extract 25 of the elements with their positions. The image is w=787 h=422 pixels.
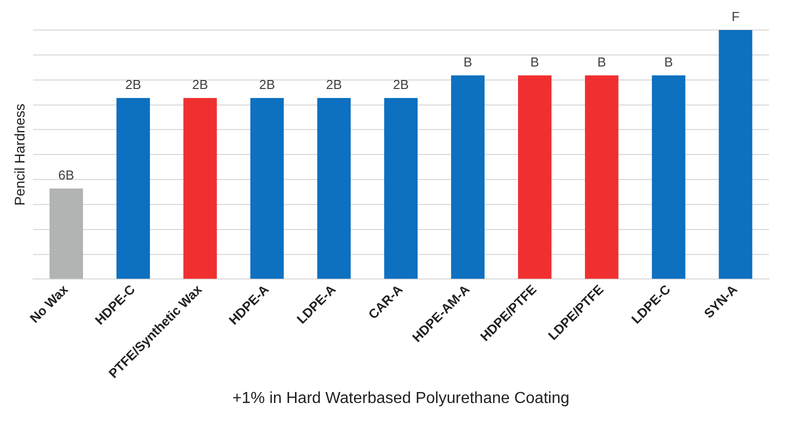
annotation: B [463, 54, 472, 70]
annotation: B [530, 54, 540, 70]
y-axis-title: Pencil Hardness [11, 104, 28, 206]
annotation: 2B [125, 77, 142, 92]
bar [250, 98, 284, 279]
bar [50, 188, 83, 279]
annotation: B [664, 54, 673, 70]
x-tick-label: No Wax [26, 281, 72, 326]
annotation: 2B [192, 77, 208, 92]
bar [384, 98, 418, 279]
bar [584, 75, 618, 279]
annotation: F [732, 9, 740, 24]
bar [317, 98, 351, 279]
bar [451, 75, 485, 279]
annotation: 2B [259, 77, 275, 92]
bar [718, 30, 752, 279]
annotation: 6B [58, 168, 74, 183]
x-axis-title: +1% in Hard Waterbased Polyurethane Coating [232, 390, 570, 407]
annotation: B [597, 54, 606, 70]
bar [116, 98, 150, 279]
bar [518, 75, 552, 279]
annotation: 2B [326, 77, 342, 92]
bar [652, 75, 686, 279]
annotation: 2B [392, 77, 409, 92]
bar [183, 98, 217, 279]
